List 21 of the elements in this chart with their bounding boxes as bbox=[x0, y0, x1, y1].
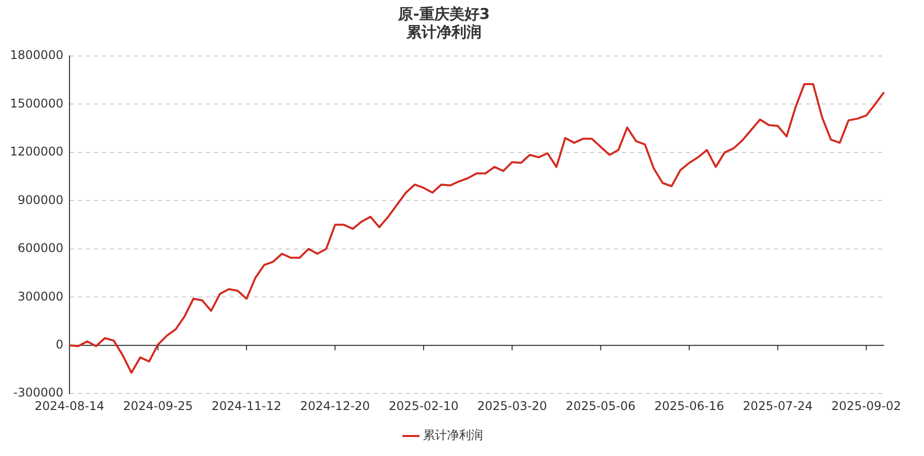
y-tick-label: 300000 bbox=[18, 289, 64, 304]
x-tick-label: 2025-03-20 bbox=[477, 398, 548, 413]
y-tick-label: 1500000 bbox=[10, 96, 64, 110]
y-tick-label: 1800000 bbox=[10, 48, 64, 62]
x-tick-label: 2024-12-20 bbox=[300, 398, 370, 413]
text: 原-重庆美好3 bbox=[398, 4, 490, 23]
x-tick-label: 2024-08-14 bbox=[34, 398, 104, 413]
y-tick-label: 600000 bbox=[18, 241, 64, 256]
x-tick-label: 2025-07-24 bbox=[742, 398, 813, 413]
text: 累计净利润 bbox=[406, 22, 482, 41]
y-tick-label: 1200000 bbox=[10, 144, 64, 159]
x-tick-label: 2024-11-12 bbox=[212, 398, 282, 413]
x-tick-label: 2024-09-25 bbox=[123, 398, 193, 413]
y-tick-label: 900000 bbox=[18, 192, 64, 207]
y-tick-label: 0 bbox=[56, 337, 64, 352]
y-tick-label: -300000 bbox=[13, 386, 64, 400]
x-tick-label: 2025-05-06 bbox=[566, 398, 636, 413]
x-tick-label: 2025-09-02 bbox=[831, 398, 902, 413]
legend-label: 累计净利润 bbox=[423, 428, 483, 442]
x-tick-label: 2025-06-16 bbox=[654, 398, 724, 413]
x-tick-label: 2025-02-10 bbox=[388, 398, 458, 413]
